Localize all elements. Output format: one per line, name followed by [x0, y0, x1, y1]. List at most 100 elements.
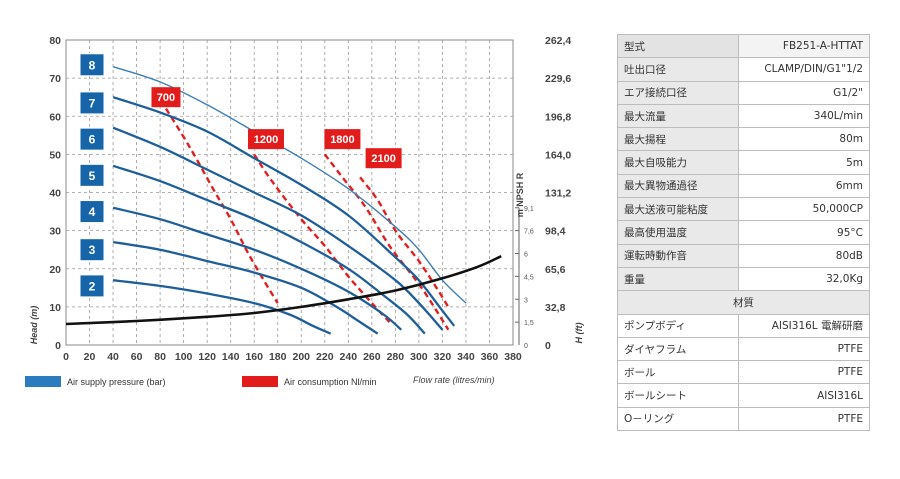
- air-label-2100: 2100: [371, 153, 395, 165]
- y-tick-label: 20: [49, 264, 61, 276]
- spec-header-key: 型式: [617, 33, 739, 59]
- spec-key: エア接続口径: [617, 80, 739, 105]
- legend-label-air-consumption: Air consumption Nl/min: [284, 377, 377, 387]
- air-consumption-curve-1800: [323, 153, 450, 331]
- x-tick-label: 20: [84, 351, 96, 363]
- npsh-tick-label: 4,5: [524, 274, 534, 281]
- spec-key: 最大異物通過径: [617, 173, 739, 199]
- ft-tick-label: 196,8: [545, 111, 571, 123]
- spec-header-value: FB251-A-HTTAT: [738, 33, 870, 59]
- air-label-box: [324, 129, 361, 150]
- pressure-label-7: 7: [89, 96, 96, 110]
- material-value: PTFE: [738, 336, 870, 362]
- spec-value: G1/2": [738, 80, 870, 105]
- x-tick-label: 280: [387, 351, 405, 363]
- npsh-curve: [65, 255, 502, 326]
- materials-title-row: 材質: [617, 290, 870, 315]
- air-label-1800: 1800: [330, 134, 354, 146]
- material-row: O－リング PTFE: [617, 406, 870, 432]
- material-key: ダイヤフラム: [617, 336, 739, 362]
- material-row: ポンプボディ AISI316L 電解研磨: [617, 313, 870, 338]
- y-tick-label: 10: [49, 302, 61, 314]
- pressure-curve-6: [112, 126, 444, 331]
- ft-tick-label: 164,0: [545, 149, 571, 161]
- x-tick-label: 120: [198, 351, 216, 363]
- material-value: AISI316L: [738, 383, 870, 408]
- legend-swatch-air-consumption: [242, 376, 278, 387]
- x-tick-label: 60: [131, 351, 143, 363]
- air-consumption-curve-700: [164, 107, 279, 304]
- spec-row: 最大自吸能力 5m: [617, 150, 870, 175]
- air-label-box: [247, 129, 284, 150]
- y2-axis-title: H (ft): [574, 323, 584, 344]
- x-tick-label: 360: [481, 351, 499, 363]
- pressure-label-box: [79, 127, 105, 151]
- pressure-label-box: [79, 238, 105, 262]
- spec-value: 32,0Kg: [738, 266, 870, 292]
- x-tick-label: 0: [63, 351, 69, 363]
- legend-swatch-air-supply: [25, 376, 61, 387]
- spec-key: 最高使用温度: [617, 220, 739, 245]
- y-axis-title: Head (m): [29, 306, 39, 345]
- pressure-curve-3: [112, 240, 379, 335]
- x-tick-label: 260: [363, 351, 381, 363]
- spec-key: 吐出口径: [617, 57, 739, 82]
- material-value: PTFE: [738, 406, 870, 432]
- ft-tick-label: 0: [545, 340, 551, 352]
- x-tick-label: 180: [269, 351, 287, 363]
- pressure-curve-8: [112, 66, 467, 304]
- x-tick-label: 40: [107, 351, 119, 363]
- ft-tick-label: 65,6: [545, 264, 566, 276]
- spec-value: 50,000CP: [738, 197, 870, 222]
- pressure-curve-7: [112, 96, 456, 327]
- spec-row: エア接続口径 G1/2": [617, 80, 870, 105]
- material-key: ボールシート: [617, 383, 739, 408]
- spec-value: 5m: [738, 150, 870, 175]
- spec-key: 運転時動作音: [617, 243, 739, 268]
- pressure-curve-4: [112, 206, 403, 331]
- pressure-label-box: [79, 163, 105, 187]
- spec-key: 最大送液可能粘度: [617, 197, 739, 222]
- pressure-curve-5: [112, 164, 426, 335]
- air-label-1200: 1200: [254, 134, 278, 146]
- spec-value: 340L/min: [738, 103, 870, 129]
- y-tick-label: 40: [49, 188, 61, 200]
- material-key: ポンプボディ: [617, 313, 739, 338]
- x-axis-title: Flow rate (litres/min): [413, 375, 495, 385]
- air-label-box: [365, 148, 402, 169]
- pressure-label-box: [79, 274, 105, 298]
- npsh-tick-label: 7,6: [524, 229, 534, 236]
- npsh-tick-label: 6: [524, 252, 528, 259]
- x-tick-label: 220: [316, 351, 334, 363]
- pressure-label-box: [79, 91, 105, 115]
- material-key: O－リング: [617, 406, 739, 432]
- pressure-label-6: 6: [89, 133, 96, 147]
- x-tick-label: 200: [292, 351, 310, 363]
- spec-key: 最大揚程: [617, 127, 739, 152]
- y-tick-label: 0: [55, 340, 61, 352]
- spec-header-row: 型式 FB251-A-HTTAT: [617, 33, 870, 59]
- npsh-tick-label: 0: [524, 343, 528, 350]
- npsh-tick-label: 1,5: [524, 320, 534, 327]
- air-label-700: 700: [157, 92, 175, 104]
- material-value: PTFE: [738, 360, 870, 385]
- spec-value: CLAMP/DIN/G1"1/2: [738, 57, 870, 82]
- x-tick-label: 380: [504, 351, 522, 363]
- x-tick-label: 140: [222, 351, 240, 363]
- y-tick-label: 80: [49, 35, 61, 47]
- spec-value: 6mm: [738, 173, 870, 199]
- pressure-curve-2: [112, 279, 332, 335]
- x-tick-label: 160: [245, 351, 263, 363]
- ft-tick-label: 262,4: [545, 35, 571, 47]
- air-consumption-curve-2100: [359, 176, 450, 308]
- npsh-tick-label: 3: [524, 297, 528, 304]
- ft-tick-label: 229,6: [545, 73, 571, 85]
- y-tick-label: 70: [49, 73, 61, 85]
- spec-value: 80dB: [738, 243, 870, 268]
- npsh-axis-title: m NPSH R: [515, 172, 525, 217]
- spec-row: 最大送液可能粘度 50,000CP: [617, 197, 870, 222]
- y-tick-label: 30: [49, 226, 61, 238]
- y-tick-label: 60: [49, 111, 61, 123]
- x-tick-label: 100: [175, 351, 193, 363]
- ft-tick-label: 98,4: [545, 226, 566, 238]
